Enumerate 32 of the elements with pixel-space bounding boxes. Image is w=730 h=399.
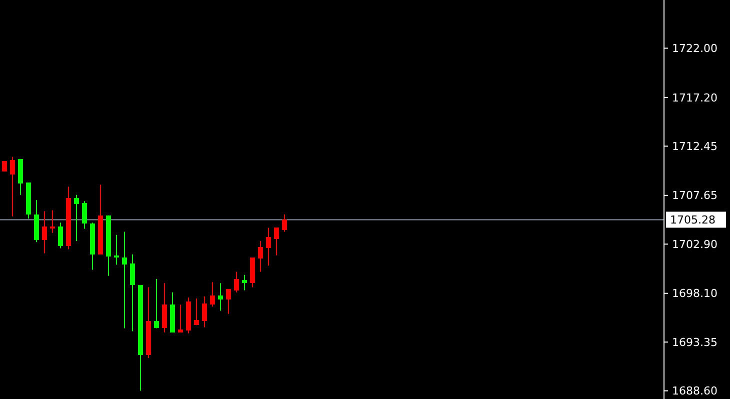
candlestick — [242, 274, 247, 291]
y-tick-label: 1712.45 — [672, 140, 718, 154]
candlestick — [130, 254, 135, 332]
candlestick — [58, 222, 63, 249]
candlestick — [210, 282, 215, 308]
candlestick — [122, 231, 127, 329]
y-tick-label: 1717.20 — [672, 91, 718, 104]
candlestick — [50, 210, 55, 234]
candlestick — [218, 282, 223, 312]
candlestick — [162, 282, 167, 333]
y-tick-label: 1698.10 — [672, 287, 718, 300]
candlestick — [42, 210, 47, 254]
candlestick — [74, 194, 79, 242]
candlestick — [258, 240, 263, 272]
y-tick-label: 1722.00 — [672, 42, 718, 56]
candlestick — [178, 304, 183, 333]
y-tick-label: 1707.65 — [672, 189, 718, 202]
candlestick — [226, 288, 231, 314]
candlestick — [234, 271, 239, 293]
candlestick — [114, 234, 119, 266]
candlestick — [194, 298, 199, 326]
candlestick — [154, 278, 159, 329]
y-tick-label: 1688.60 — [672, 384, 718, 398]
candlestick — [266, 227, 271, 266]
ref-line-label: 1705.28 — [670, 214, 716, 227]
y-tick-label: 1702.90 — [672, 238, 718, 251]
candlestick — [202, 296, 207, 328]
candlestick — [82, 200, 87, 230]
candlestick — [274, 227, 279, 256]
candlestick — [10, 156, 15, 217]
candlestick — [282, 214, 287, 232]
y-tick-label: 1693.35 — [672, 336, 718, 349]
